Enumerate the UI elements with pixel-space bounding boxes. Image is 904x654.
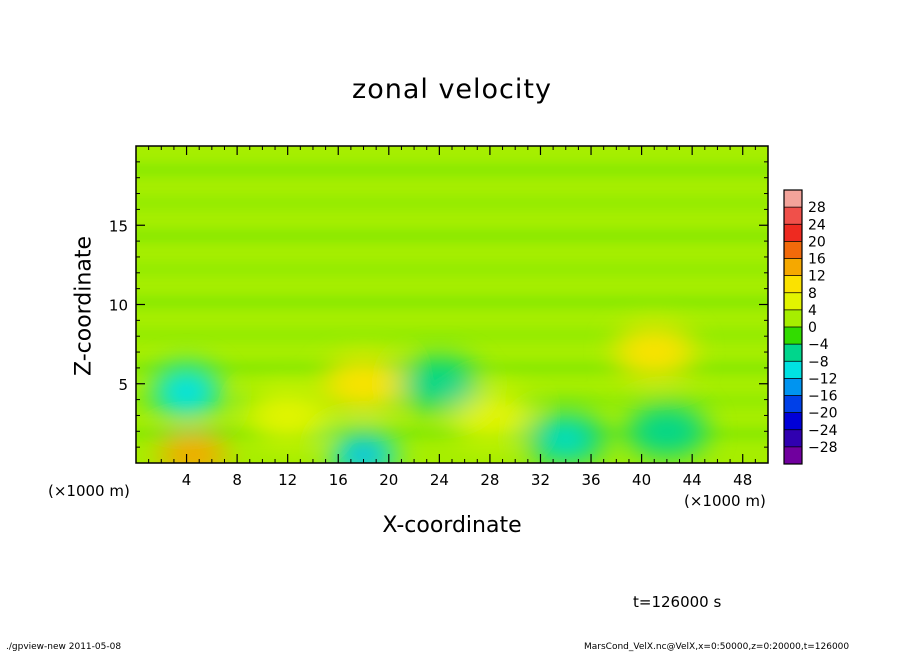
x-tick-label: 40 [632,471,651,489]
colorbar-swatch [784,395,802,414]
colorbar-swatch [784,258,802,277]
field-feature-core [421,372,458,396]
x-tick-label: 48 [733,471,752,489]
x-tick-label: 32 [531,471,550,489]
colorbar-label: 28 [808,200,826,216]
colorbar-label: 16 [808,252,826,268]
x-axis-unit-left: (×1000 m) [48,482,130,500]
x-tick-label: 8 [232,471,242,489]
field-feature-core [471,403,508,428]
field-feature-core [348,445,379,463]
field-feature-core [177,445,209,463]
field-feature-core [636,340,673,364]
colorbar-swatch [784,190,802,208]
colorbar-swatch [784,344,802,362]
field-feature-core [648,419,685,443]
x-axis-label: X-coordinate [382,513,522,538]
y-tick-label: 15 [109,217,128,235]
colorbar-label: 12 [808,269,826,285]
time-stamp: t=126000 s [633,593,722,611]
colorbar-label: −20 [808,406,838,422]
y-tick-label: 5 [118,376,128,394]
colorbar-swatch [784,207,802,225]
x-tick-label: 16 [329,471,348,489]
field-feature-core [171,379,202,404]
colorbar-swatch [784,378,802,396]
colorbar-label: 20 [808,234,826,250]
x-tick-label: 44 [683,471,702,489]
colorbar-label: −12 [808,371,838,387]
x-tick-label: 36 [581,471,600,489]
y-tick-label: 10 [109,297,128,315]
x-tick-label: 4 [182,471,192,489]
x-tick-label: 20 [379,471,398,489]
colorbar-label: −16 [808,389,838,405]
colorbar-swatch [784,224,802,242]
chart-title: zonal velocity [352,74,552,105]
x-tick-label: 28 [480,471,499,489]
colorbar-label: 24 [808,217,826,233]
footer-data-source: MarsCond_VelX.nc@VelX,x=0:50000,z=0:2000… [584,642,850,652]
colorbar-swatch [784,412,802,431]
x-axis-unit-right: (×1000 m) [684,492,766,510]
colorbar-swatch [784,327,802,345]
footer-program-date: ./gpview-new 2011-05-08 [6,642,122,652]
colorbar-label: −28 [808,440,838,456]
colorbar-swatch [784,429,802,448]
colorbar-label: −8 [808,354,829,370]
colorbar-swatch [784,292,802,311]
colorbar-swatch [784,241,802,259]
field-feature-core [547,427,584,451]
colorbar-label: 0 [808,320,817,336]
colorbar-swatch [784,361,802,379]
colorbar-swatch [784,275,802,294]
colorbar-swatch [784,446,802,465]
x-tick-label: 24 [430,471,449,489]
colorbar-label: −4 [808,337,829,353]
field-feature-core [345,372,382,396]
colorbar-label: 8 [808,286,817,302]
colorbar-swatch [784,309,802,328]
field-feature-core [269,403,306,428]
colorbar-label: −24 [808,423,838,439]
x-tick-label: 12 [278,471,297,489]
colorbar-label: 4 [808,303,817,319]
